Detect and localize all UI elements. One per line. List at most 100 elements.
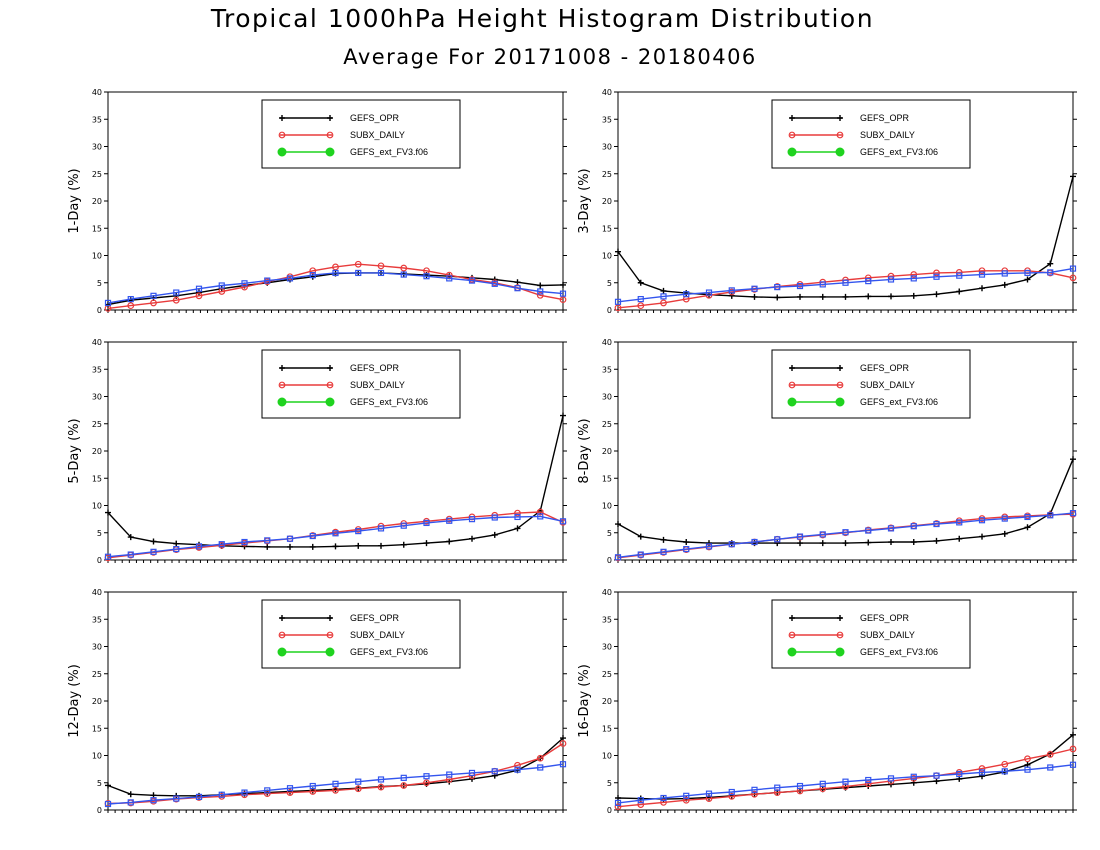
data-point [195,793,203,801]
y-tick-label: 10 [602,502,612,511]
data-point [705,790,713,797]
data-point [355,778,362,785]
data-point [1069,265,1077,272]
data-point [536,508,544,516]
data-point [956,519,963,526]
data-point [933,520,940,528]
data-point [446,275,453,282]
data-point [910,773,917,780]
data-point [683,545,690,553]
y-tick-label: 35 [602,615,612,624]
data-point [127,534,134,541]
data-point [751,786,758,793]
legend-marker [279,115,285,121]
data-point [637,551,644,558]
data-point [660,536,667,543]
data-point [979,533,985,540]
data-point [264,543,271,550]
data-point [446,517,453,524]
data-point [150,548,157,555]
y-tick-label: 0 [607,306,612,315]
data-point [660,299,667,307]
data-point [537,282,544,289]
legend: GEFS_OPR SUBX_DAILY GEFS_ext_FV3.f06 [261,599,461,669]
data-point [173,795,180,802]
data-point [796,282,804,290]
data-point [614,803,622,811]
legend-marker [327,365,333,371]
data-point [865,776,872,784]
legend-marker [787,647,797,657]
data-point [1024,766,1031,773]
data-point [287,543,293,550]
data-point [446,771,453,778]
legend-entry: GEFS_OPR [860,613,910,623]
y-tick-label: 15 [602,724,612,733]
data-point [615,521,621,528]
legend-box [261,599,461,669]
legend-marker [837,365,843,371]
data-point [842,778,849,785]
data-point [1047,260,1054,267]
y-tick-label: 25 [92,670,102,679]
y-tick-label: 35 [92,615,102,624]
data-point [728,287,735,294]
data-point [491,514,498,521]
data-point [910,292,917,299]
data-point [559,296,567,304]
data-point [468,769,476,777]
y-tick-label: 15 [602,474,612,483]
data-point [1001,515,1008,522]
data-point [683,792,690,799]
series-blue [104,269,567,307]
data-point [355,269,362,277]
legend-marker [789,115,795,121]
data-point [332,543,339,550]
data-point [400,541,407,548]
y-tick-label: 5 [607,529,612,538]
data-point [637,533,644,540]
data-point [309,543,316,550]
data-point [933,772,940,779]
y-tick-label: 35 [602,115,612,124]
data-point [150,797,157,804]
data-point [751,790,758,798]
y-tick-label: 15 [92,724,102,733]
legend: GEFS_OPR SUBX_DAILY GEFS_ext_FV3.f06 [261,99,461,169]
y-tick-label: 40 [92,588,102,597]
data-point [127,302,135,310]
series-line [617,512,1074,558]
data-point [819,293,826,300]
legend-box [771,349,971,419]
series-blue [104,761,567,808]
data-point [423,773,430,780]
legend-entry: GEFS_OPR [350,113,400,123]
legend-marker [278,131,286,139]
data-point [536,754,544,762]
data-point [1047,764,1054,771]
data-point [1070,731,1076,738]
legend-marker [837,115,843,121]
data-point [264,537,271,544]
legend-marker [327,115,333,121]
y-tick-label: 35 [92,115,102,124]
legend-marker [789,615,795,621]
data-point [637,797,644,804]
chart-panel-4: 0 5 10 15 20 25 30 35 40 8-Day (%) GEFS_OPR SUBX_DA… [577,338,1077,565]
legend-marker [279,615,285,621]
data-point [309,267,317,275]
y-tick-label: 40 [602,88,612,97]
data-point [377,776,385,783]
data-point [1001,760,1009,768]
data-point [887,276,895,283]
data-point [728,792,736,800]
legend-entry: SUBX_DAILY [350,130,405,140]
data-point [560,735,566,742]
y-tick-label: 0 [607,556,612,565]
data-point [706,540,712,547]
legend: GEFS_OPR SUBX_DAILY GEFS_ext_FV3.f06 [771,599,971,669]
legend-marker [325,147,335,157]
chart-panel-6: 0 5 10 15 20 25 30 35 40 16-Day (%) GEFS_OPR SUBX_D… [577,588,1077,815]
data-point [751,285,758,292]
data-point [1024,755,1031,763]
